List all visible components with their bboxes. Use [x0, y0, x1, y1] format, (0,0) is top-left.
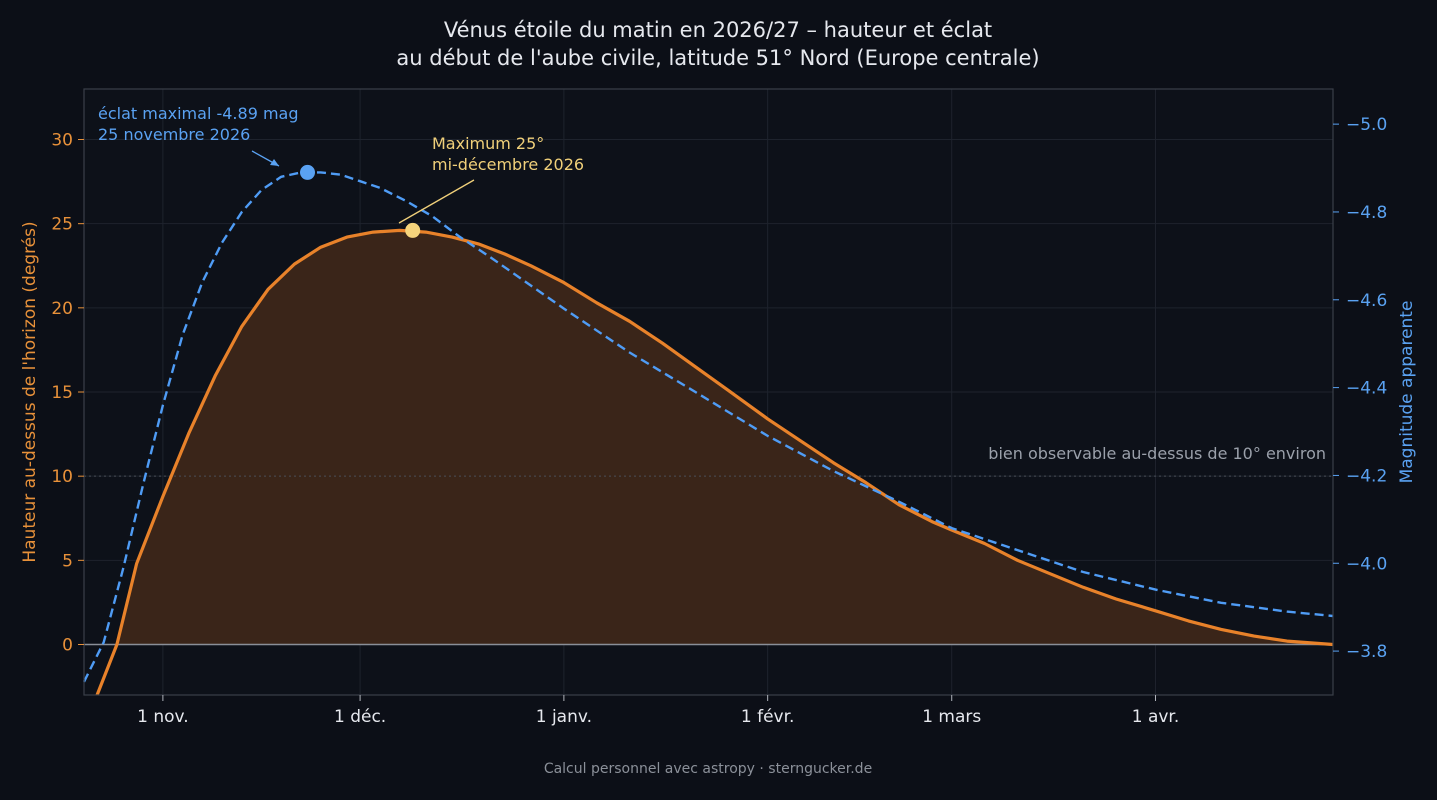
y-left-tick-label-1: 5: [62, 551, 73, 571]
y-right-tick-label-4: −4.2: [1346, 466, 1387, 486]
y-left-tick-label-3: 15: [51, 383, 73, 403]
markers: [300, 164, 421, 238]
x-tick-label-5: 1 avr.: [1132, 707, 1180, 727]
brightest-arrow-head: [270, 159, 279, 166]
altitude-series-line: [95, 228, 1334, 696]
y-axis-right-label: Magnitude apparente: [1397, 301, 1417, 484]
x-tick-label-0: 1 nov.: [137, 707, 189, 727]
y-left-tick-label-0: 0: [62, 636, 73, 656]
threshold-label: bien observable au-dessus de 10° environ: [988, 444, 1326, 463]
brightest-annotation: éclat maximal -4.89 mag 25 novembre 2026: [98, 104, 299, 167]
brightest-annotation-line1: éclat maximal -4.89 mag: [98, 104, 299, 123]
y-right-tick-label-0: −5.0: [1346, 115, 1387, 135]
y-right-tick-label-1: −4.8: [1346, 203, 1387, 223]
y-right-tick-label-6: −3.8: [1346, 642, 1387, 662]
maximum-annotation-line1: Maximum 25°: [432, 134, 544, 153]
magnitude-series-line: [82, 171, 1334, 683]
y-left-tick-label-2: 10: [51, 467, 73, 487]
x-tick-label-2: 1 janv.: [536, 707, 592, 727]
marker-point-1: [405, 222, 421, 238]
chart-footer: Calcul personnel avec astropy · sternguc…: [544, 761, 872, 777]
maximum-annotation-line2: mi-décembre 2026: [432, 155, 584, 174]
axis-ticks: 1 nov. 1 déc. 1 janv. 1 févr. 1 mars 1 avr. 0 5…: [51, 115, 1387, 727]
chart-title-line1: Vénus étoile du matin en 2026/27 – haute…: [444, 18, 992, 42]
y-right-tick-label-5: −4.0: [1346, 554, 1387, 574]
y-right-tick-label-3: −4.4: [1346, 379, 1387, 399]
y-axis-left-label: Hauteur au-dessus de l'horizon (degrés): [20, 221, 40, 562]
brightest-annotation-line2: 25 novembre 2026: [98, 125, 250, 144]
maximum-annotation: Maximum 25° mi-décembre 2026: [398, 134, 584, 224]
y-left-tick-label-5: 25: [51, 215, 73, 235]
x-tick-label-3: 1 févr.: [741, 707, 795, 727]
y-left-tick-label-6: 30: [51, 131, 73, 151]
x-tick-label-4: 1 mars: [922, 707, 981, 727]
x-tick-label-1: 1 déc.: [334, 707, 386, 727]
y-left-tick-label-4: 20: [51, 299, 73, 319]
maximum-annotation-arrow: [398, 179, 475, 224]
marker-point-0: [300, 164, 316, 180]
y-right-tick-label-2: −4.6: [1346, 291, 1387, 311]
altitude-area-fill: [116, 230, 1334, 645]
chart-title-line2: au début de l'aube civile, latitude 51° …: [396, 46, 1039, 70]
